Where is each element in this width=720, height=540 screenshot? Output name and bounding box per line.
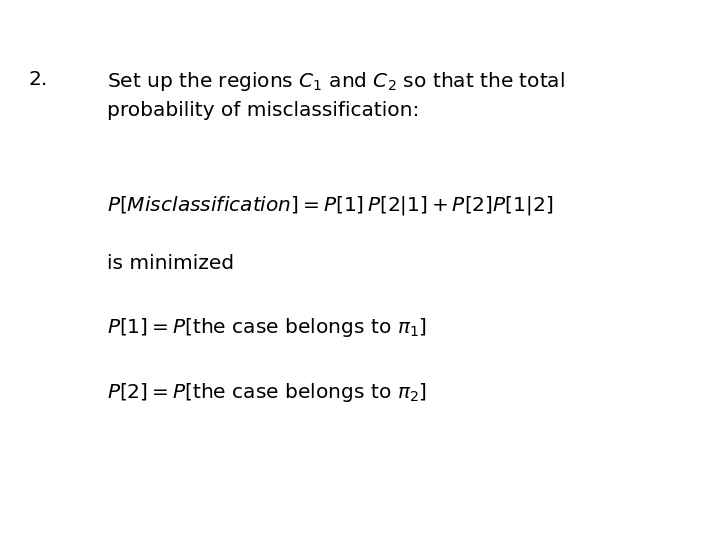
Text: is minimized: is minimized — [107, 254, 234, 273]
Text: 2.: 2. — [29, 70, 48, 89]
Text: $P[\mathit{Misclassification}] = P[1]\,P[2|1] + P[2]P[1|2]$: $P[\mathit{Misclassification}] = P[1]\,P… — [107, 194, 553, 218]
Text: $P[2] = P[\mathrm{the\ case\ belongs\ to\ }\pi_2]$: $P[2] = P[\mathrm{the\ case\ belongs\ to… — [107, 381, 426, 404]
Text: $P[1] = P[\mathrm{the\ case\ belongs\ to\ }\pi_1]$: $P[1] = P[\mathrm{the\ case\ belongs\ to… — [107, 316, 426, 339]
Text: Set up the regions $C_1$ and $C_2$ so that the total
probability of misclassific: Set up the regions $C_1$ and $C_2$ so th… — [107, 70, 564, 120]
